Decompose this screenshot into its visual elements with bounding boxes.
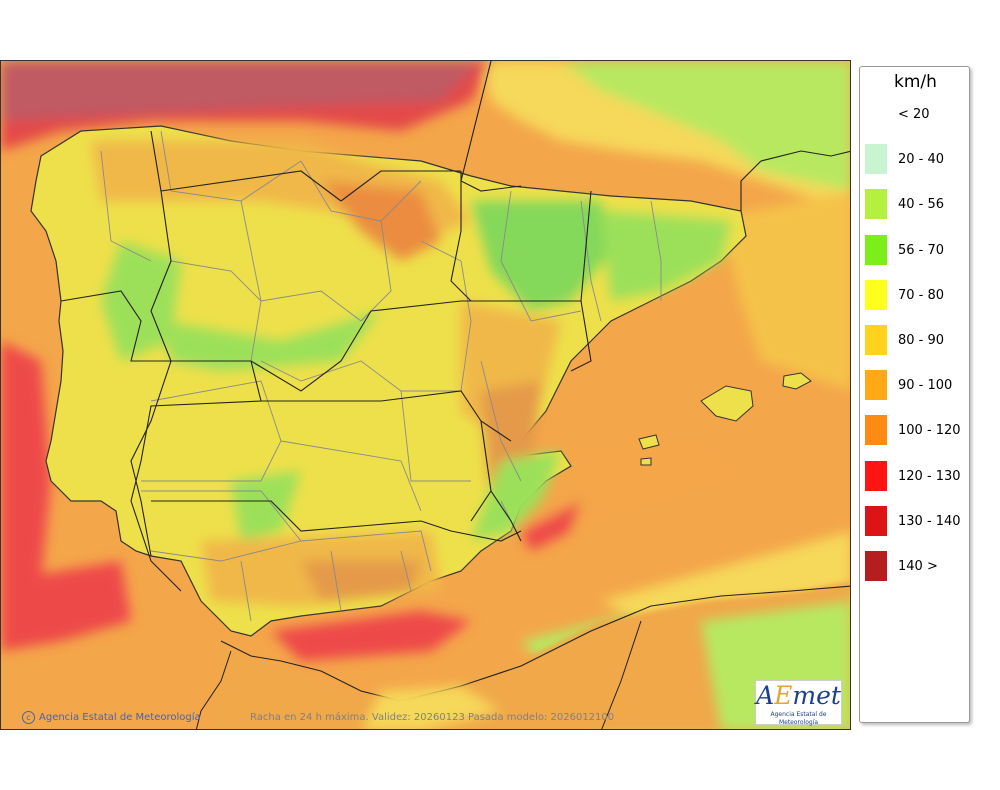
portugal-border <box>60 290 172 557</box>
legend-unit: km/h <box>894 72 937 92</box>
legend-label: 100 - 120 <box>898 423 961 439</box>
legend-label: 56 - 70 <box>898 242 945 258</box>
legend-swatch <box>865 279 887 310</box>
copyright-icon: c <box>22 711 35 724</box>
legend-item: 56 - 70 <box>860 234 971 265</box>
legend-item: < 20 <box>860 99 971 129</box>
logo-tagline: Agencia Estatal de Meteorología <box>770 711 827 726</box>
aemet-logo: AEmet Agencia Estatal de Meteorología <box>755 680 842 726</box>
legend-item: 100 - 120 <box>860 415 971 446</box>
legend-item: 140 > <box>860 551 971 581</box>
legend-swatch <box>865 415 887 446</box>
logo-mark: AEmet <box>756 681 841 710</box>
legend-swatch <box>865 460 887 491</box>
credit-text: Agencia Estatal de Meteorología <box>39 712 201 723</box>
legend-item: 130 - 140 <box>860 505 971 536</box>
legend-label: 130 - 140 <box>898 513 961 529</box>
wind-gust-map <box>0 60 851 730</box>
legend-label: 20 - 40 <box>898 152 945 168</box>
legend-label: 90 - 100 <box>898 378 953 394</box>
legend-item: 40 - 56 <box>860 189 971 220</box>
legend-swatch <box>865 189 887 220</box>
legend-swatch <box>865 234 887 265</box>
balearic-islands <box>638 372 812 466</box>
iberian-peninsula <box>30 125 747 637</box>
legend-swatch <box>865 551 887 581</box>
legend-item: 70 - 80 <box>860 279 971 310</box>
legend-panel: km/h < 20 20 - 40 40 - 56 56 - 70 70 - 80 80 … <box>859 66 970 723</box>
region-borders <box>130 130 592 592</box>
legend-item: 20 - 40 <box>860 144 971 175</box>
legend-label: 80 - 90 <box>898 333 945 348</box>
legend-label: 40 - 56 <box>898 197 945 213</box>
legend-label: 140 > <box>898 559 938 574</box>
legend-label: 120 - 130 <box>898 468 961 484</box>
legend-swatch <box>865 370 887 401</box>
aemet-credit: c Agencia Estatal de Meteorología <box>22 711 201 724</box>
legend-swatch <box>865 144 887 175</box>
sea-gust-zones <box>1 61 850 729</box>
legend-swatch <box>865 325 887 355</box>
map-caption: Racha en 24 h máxima. Validez: 20260123 … <box>250 712 615 723</box>
france-coast <box>460 61 850 211</box>
legend-item: 120 - 130 <box>860 460 971 491</box>
map-canvas <box>1 61 850 729</box>
legend-label: < 20 <box>898 107 930 122</box>
legend-item: 80 - 90 <box>860 325 971 355</box>
legend-label: 70 - 80 <box>898 287 945 303</box>
legend-swatch <box>865 505 887 536</box>
legend-swatch <box>865 99 887 129</box>
legend-item: 90 - 100 <box>860 370 971 401</box>
